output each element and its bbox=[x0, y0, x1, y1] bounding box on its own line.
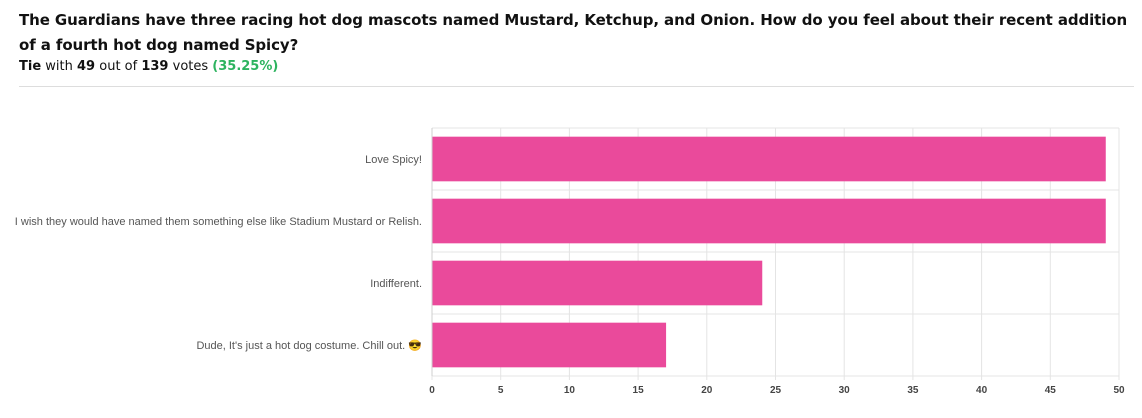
x-tick-label: 5 bbox=[498, 385, 504, 396]
x-tick-label: 30 bbox=[839, 385, 851, 396]
x-tick-label: 10 bbox=[564, 385, 576, 396]
result-percent: (35.25%) bbox=[212, 59, 279, 74]
bar-4 bbox=[432, 322, 667, 368]
x-tick-label: 35 bbox=[907, 385, 919, 396]
poll-header: The Guardians have three racing hot dog … bbox=[19, 8, 1129, 76]
category-label: I wish they would have named them someth… bbox=[15, 216, 422, 228]
bar-2 bbox=[432, 198, 1106, 244]
category-label: Indifferent. bbox=[370, 278, 422, 290]
category-label: Dude, It's just a hot dog costume. Chill… bbox=[196, 339, 422, 352]
x-tick-label: 40 bbox=[976, 385, 988, 396]
x-tick-label: 50 bbox=[1113, 385, 1125, 396]
x-tick-label: 45 bbox=[1045, 385, 1057, 396]
bar-1 bbox=[432, 136, 1106, 182]
header-divider bbox=[19, 86, 1134, 87]
x-tick-label: 20 bbox=[701, 385, 713, 396]
poll-result: Tie with 49 out of 139 votes (35.25%) bbox=[19, 58, 1129, 76]
result-votes-word: votes bbox=[172, 59, 209, 74]
result-status: Tie bbox=[19, 59, 42, 74]
x-tick-label: 0 bbox=[429, 385, 435, 396]
result-with: with bbox=[45, 59, 73, 74]
category-label: Love Spicy! bbox=[365, 154, 422, 166]
result-out-of: out of bbox=[99, 59, 138, 74]
bar-3 bbox=[432, 260, 763, 306]
x-tick-label: 15 bbox=[633, 385, 645, 396]
result-votes: 49 bbox=[77, 59, 96, 74]
result-total: 139 bbox=[141, 59, 169, 74]
poll-question: The Guardians have three racing hot dog … bbox=[19, 11, 1128, 54]
x-tick-label: 25 bbox=[770, 385, 782, 396]
